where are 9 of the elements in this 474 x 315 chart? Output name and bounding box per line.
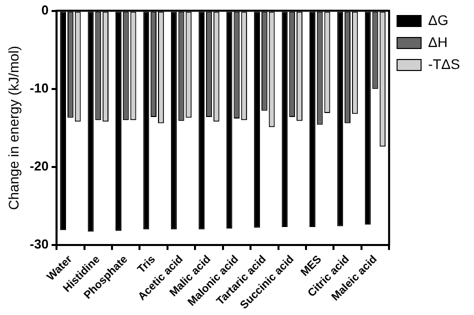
x-tick-label: Tris bbox=[136, 253, 158, 276]
legend-label: ΔG bbox=[428, 12, 448, 28]
y-tick-label: -30 bbox=[30, 236, 49, 252]
legend-label: ΔH bbox=[428, 34, 448, 50]
legend-label: -TΔS bbox=[428, 56, 460, 72]
y-tick-label: 0 bbox=[41, 2, 49, 18]
y-axis-title: Change in energy (kJ/mol) bbox=[5, 46, 22, 210]
y-tick-label: -10 bbox=[30, 80, 49, 96]
y-tick-label: -20 bbox=[30, 158, 49, 174]
